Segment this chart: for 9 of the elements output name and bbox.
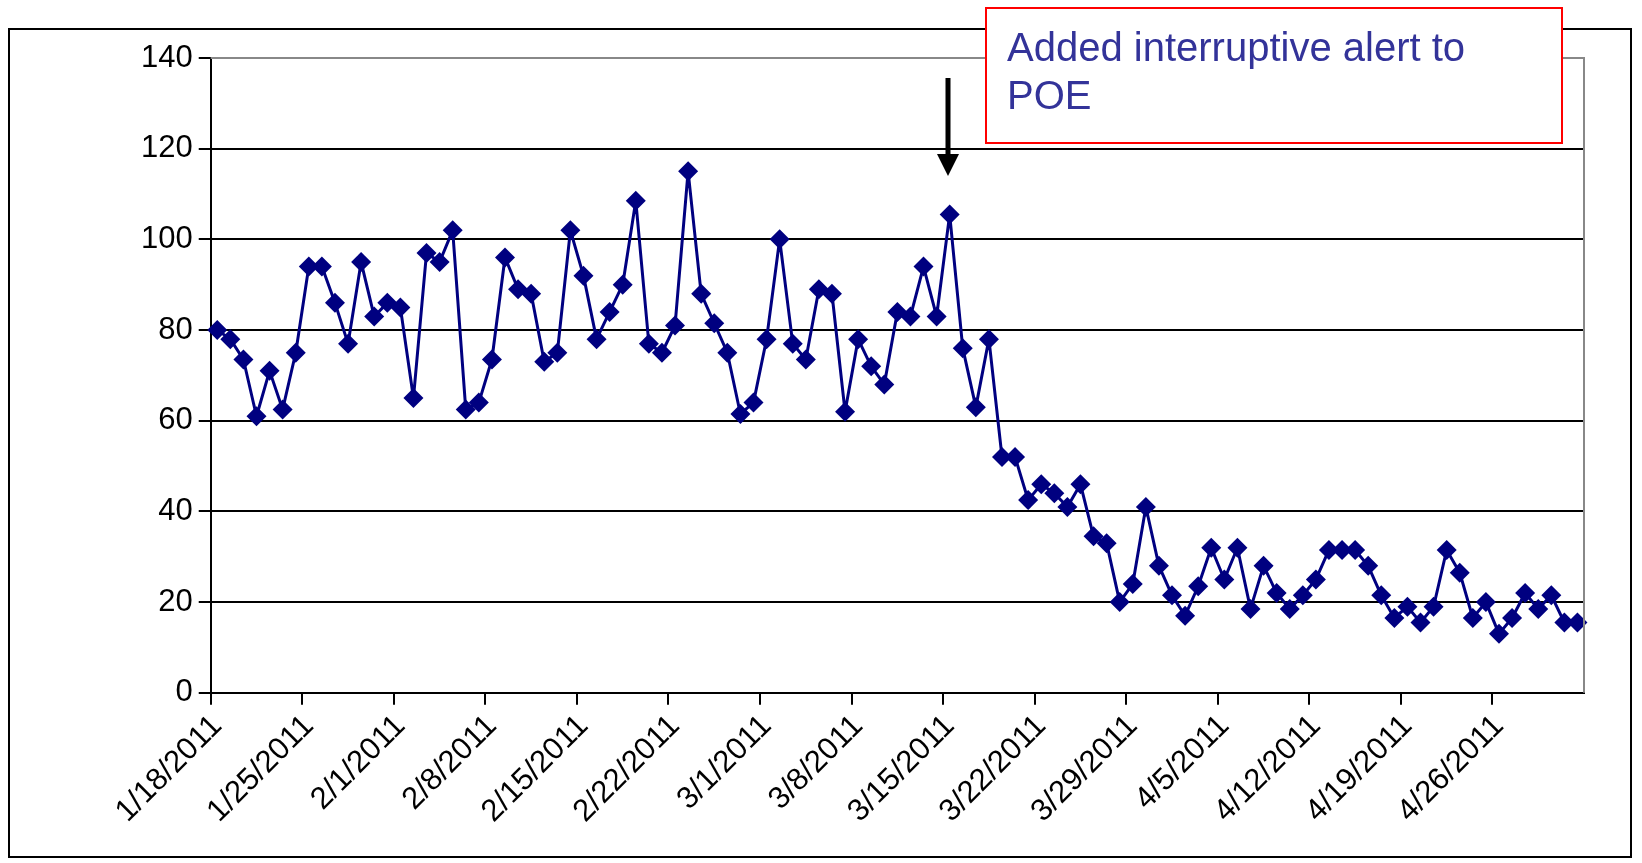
y-tick-label: 60 bbox=[158, 401, 193, 437]
y-tick-label: 100 bbox=[140, 219, 193, 255]
y-tick-label: 120 bbox=[140, 129, 193, 165]
annotation: Added interruptive alert to POE bbox=[985, 7, 1563, 144]
y-tick-label: 40 bbox=[158, 491, 193, 527]
y-tick-label: 80 bbox=[158, 310, 193, 346]
y-tick-label: 20 bbox=[158, 582, 193, 618]
y-tick-label: 140 bbox=[140, 38, 193, 74]
y-tick-label: 0 bbox=[175, 673, 193, 709]
